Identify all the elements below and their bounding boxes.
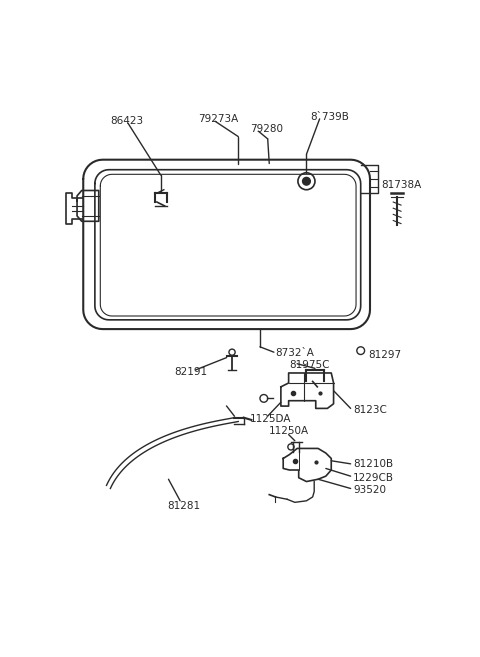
- Text: 11250A: 11250A: [269, 426, 310, 436]
- Text: 79280: 79280: [250, 124, 283, 134]
- Text: 81975C: 81975C: [289, 360, 330, 371]
- Text: 8123C: 8123C: [353, 405, 387, 415]
- Text: 81738A: 81738A: [382, 180, 422, 190]
- Text: 86423: 86423: [110, 116, 144, 126]
- Text: 81281: 81281: [167, 501, 200, 511]
- Text: 1125DA: 1125DA: [250, 414, 291, 424]
- Text: 8732`A: 8732`A: [276, 348, 314, 358]
- Text: 8`739B: 8`739B: [311, 112, 349, 122]
- Circle shape: [302, 177, 311, 185]
- Text: 81210B: 81210B: [353, 459, 393, 469]
- Text: 82191: 82191: [175, 367, 208, 377]
- Text: 79273A: 79273A: [198, 114, 238, 124]
- Text: 81297: 81297: [369, 350, 402, 359]
- Text: 93520: 93520: [353, 485, 386, 495]
- Text: 1229CB: 1229CB: [353, 472, 394, 483]
